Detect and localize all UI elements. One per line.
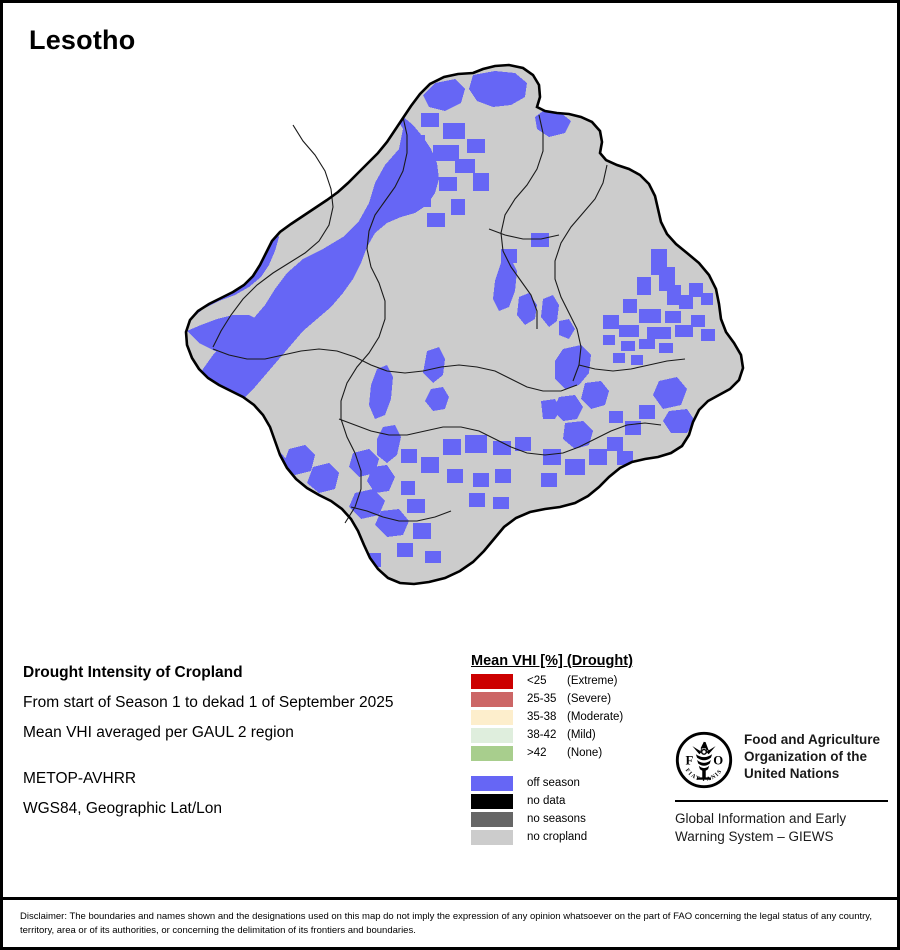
legend-name-extreme: (Extreme)	[567, 675, 618, 687]
legend-label-extreme: <25 (Extreme)	[527, 675, 617, 687]
legend-swatch-extreme	[471, 673, 513, 689]
legend-row-none[interactable]: >42 (None)	[471, 745, 686, 761]
legend-label-no-seasons: no seasons	[527, 813, 586, 825]
map-caption: Drought Intensity of Cropland From start…	[23, 658, 453, 824]
legend-label-severe: 25-35 (Severe)	[527, 693, 611, 705]
caption-sensor: METOP-AVHRR	[23, 770, 137, 787]
giews-line-1: Global Information and Early	[675, 811, 847, 826]
fao-organization-name: Food and Agriculture Organization of the…	[744, 731, 880, 782]
map-legend: Mean VHI [%] (Drought) <25 (Extreme) 25-…	[471, 653, 686, 847]
svg-text:O: O	[713, 754, 723, 768]
legend-range-none: >42	[527, 747, 547, 759]
legend-gap	[471, 763, 686, 775]
legend-name-mild: (Mild)	[567, 729, 596, 741]
svg-text:A: A	[700, 740, 710, 754]
legend-label-no-cropland: no cropland	[527, 831, 588, 843]
fao-logo-icon: F A O FIAT PANIS	[675, 731, 733, 789]
legend-row-severe[interactable]: 25-35 (Severe)	[471, 691, 686, 707]
map-admin-boundaries	[212, 114, 686, 524]
legend-name-severe: (Severe)	[567, 693, 612, 705]
legend-swatch-none	[471, 745, 513, 761]
legend-swatch-off-season	[471, 775, 513, 791]
legend-label-mild: 38-42 (Mild)	[527, 729, 596, 741]
legend-label-none: >42 (None)	[527, 747, 602, 759]
legend-label-no-data: no data	[527, 795, 566, 807]
legend-title: Mean VHI [%] (Drought)	[471, 653, 633, 669]
caption-projection: WGS84, Geographic Lat/Lon	[23, 800, 223, 817]
caption-period: From start of Season 1 to dekad 1 of Sep…	[23, 694, 394, 711]
giews-programme-name: Global Information and Early Warning Sys…	[675, 810, 890, 846]
legend-swatch-no-cropland	[471, 829, 513, 845]
fao-header: F A O FIAT PANIS Food and Agriculture Or…	[675, 731, 890, 789]
legend-name-moderate: (Moderate)	[567, 711, 624, 723]
legend-swatch-severe	[471, 691, 513, 707]
legend-row-off-season[interactable]: off season	[471, 775, 686, 791]
fao-org-line-2: Organization of the	[744, 749, 867, 764]
legend-row-moderate[interactable]: 35-38 (Moderate)	[471, 709, 686, 725]
legend-range-mild: 38-42	[527, 729, 557, 741]
legend-swatch-moderate	[471, 709, 513, 725]
legend-swatch-mild	[471, 727, 513, 743]
disclaimer-box: Disclaimer: The boundaries and names sho…	[3, 897, 897, 947]
legend-swatch-no-seasons	[471, 811, 513, 827]
fao-divider	[675, 800, 888, 802]
fao-branding: F A O FIAT PANIS Food and Agriculture Or…	[675, 731, 890, 846]
legend-range-severe: 25-35	[527, 693, 557, 705]
legend-range-extreme: <25	[527, 675, 547, 687]
legend-range-moderate: 35-38	[527, 711, 557, 723]
giews-line-2: Warning System – GIEWS	[675, 829, 834, 844]
disclaimer-text: Disclaimer: The boundaries and names sho…	[20, 911, 872, 936]
caption-aggregation: Mean VHI averaged per GAUL 2 region	[23, 724, 294, 741]
map-layer	[3, 53, 897, 653]
fao-org-line-3: United Nations	[744, 766, 840, 781]
legend-name-none: (None)	[567, 747, 603, 759]
legend-label-moderate: 35-38 (Moderate)	[527, 711, 623, 723]
caption-heading: Drought Intensity of Cropland	[23, 664, 243, 681]
legend-row-no-data[interactable]: no data	[471, 793, 686, 809]
fao-org-line-1: Food and Agriculture	[744, 732, 880, 747]
legend-row-no-cropland[interactable]: no cropland	[471, 829, 686, 845]
legend-label-off-season: off season	[527, 777, 580, 789]
legend-row-mild[interactable]: 38-42 (Mild)	[471, 727, 686, 743]
page-title: Lesotho	[29, 25, 136, 55]
caption-spacer	[23, 748, 453, 764]
map-graphic[interactable]	[3, 53, 897, 653]
legend-row-extreme[interactable]: <25 (Extreme)	[471, 673, 686, 689]
svg-text:F: F	[685, 754, 693, 768]
legend-swatch-no-data	[471, 793, 513, 809]
legend-row-no-seasons[interactable]: no seasons	[471, 811, 686, 827]
